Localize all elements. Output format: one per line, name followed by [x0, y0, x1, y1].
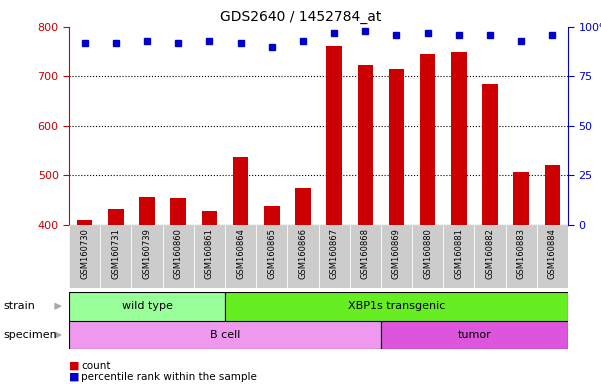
- Text: GSM160864: GSM160864: [236, 228, 245, 279]
- Text: GSM160882: GSM160882: [486, 228, 495, 279]
- Text: GSM160884: GSM160884: [548, 228, 557, 279]
- Bar: [163, 225, 194, 288]
- Bar: [256, 225, 287, 288]
- Text: ■: ■: [69, 372, 79, 382]
- Text: GSM160860: GSM160860: [174, 228, 183, 279]
- Bar: [100, 225, 132, 288]
- Text: GSM160731: GSM160731: [111, 228, 120, 279]
- Bar: [358, 65, 373, 225]
- Text: percentile rank within the sample: percentile rank within the sample: [81, 372, 257, 382]
- Bar: [505, 225, 537, 288]
- Bar: [381, 225, 412, 288]
- Bar: [171, 198, 186, 225]
- Text: GSM160730: GSM160730: [80, 228, 89, 279]
- Bar: [69, 321, 381, 349]
- Text: ■: ■: [69, 361, 79, 371]
- Text: GSM160866: GSM160866: [299, 228, 308, 279]
- Bar: [132, 225, 163, 288]
- Bar: [319, 225, 350, 288]
- Bar: [225, 292, 568, 321]
- Bar: [233, 157, 248, 225]
- Text: GSM160883: GSM160883: [517, 228, 526, 279]
- Bar: [537, 225, 568, 288]
- Bar: [77, 220, 93, 225]
- Text: GSM160865: GSM160865: [267, 228, 276, 279]
- Bar: [443, 225, 474, 288]
- Text: specimen: specimen: [3, 330, 56, 340]
- Text: XBP1s transgenic: XBP1s transgenic: [348, 301, 445, 311]
- Text: GSM160880: GSM160880: [423, 228, 432, 279]
- Bar: [513, 172, 529, 225]
- Bar: [69, 292, 225, 321]
- Bar: [225, 225, 256, 288]
- Text: GSM160881: GSM160881: [454, 228, 463, 279]
- Bar: [545, 166, 560, 225]
- Text: GSM160867: GSM160867: [329, 228, 338, 279]
- Bar: [139, 197, 155, 225]
- Bar: [420, 54, 436, 225]
- Text: B cell: B cell: [210, 330, 240, 340]
- Text: GSM160739: GSM160739: [142, 228, 151, 279]
- Bar: [201, 211, 217, 225]
- Text: count: count: [81, 361, 111, 371]
- Bar: [264, 206, 279, 225]
- Text: GDS2640 / 1452784_at: GDS2640 / 1452784_at: [220, 10, 381, 23]
- Text: strain: strain: [3, 301, 35, 311]
- Bar: [451, 51, 466, 225]
- Bar: [295, 188, 311, 225]
- Bar: [326, 46, 342, 225]
- Text: wild type: wild type: [121, 301, 172, 311]
- Bar: [482, 84, 498, 225]
- Text: GSM160868: GSM160868: [361, 228, 370, 279]
- Bar: [474, 225, 505, 288]
- Bar: [350, 225, 381, 288]
- Text: tumor: tumor: [457, 330, 491, 340]
- Bar: [412, 225, 443, 288]
- Bar: [381, 321, 568, 349]
- Text: GSM160861: GSM160861: [205, 228, 214, 279]
- Bar: [69, 225, 100, 288]
- Text: GSM160869: GSM160869: [392, 228, 401, 279]
- Bar: [108, 209, 124, 225]
- Bar: [194, 225, 225, 288]
- Bar: [389, 70, 404, 225]
- Bar: [287, 225, 319, 288]
